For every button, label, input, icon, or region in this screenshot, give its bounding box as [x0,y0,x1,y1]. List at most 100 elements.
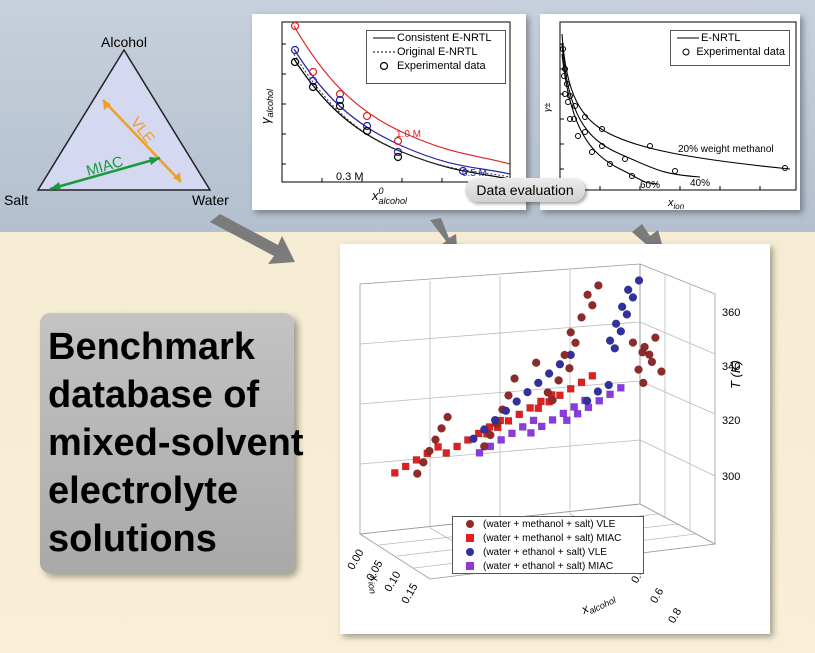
series-2-point-14 [512,397,521,406]
series-0-point-28 [639,378,648,388]
series-1-point-18 [588,372,597,380]
series-3-point-10 [538,422,546,431]
series-0-point-8 [554,376,563,385]
ytick-3: 0.15 [399,582,420,607]
series-2-point-0 [634,276,644,285]
series-0-point-5 [571,338,580,348]
miac-arrow [49,156,161,191]
series-1-point-15 [504,417,513,425]
series-2-point-3 [617,302,627,311]
series-0-point-24 [651,333,660,342]
series-0-point-1 [583,290,592,300]
series-0-point-16 [486,430,495,440]
ionic-chart-panel: 20% weight methanol 40% 60% γ± xion E-NR… [540,14,800,211]
curve-05m [293,48,511,175]
callout-title: Benchmark database of mixed-solvent elec… [48,326,304,560]
series-0-point-21 [425,446,434,456]
legend-methanol-miac: (water + methanol + salt) MIAC [453,531,643,545]
annotation-20pct: 20% weight methanol [678,144,774,155]
series-0-point-27 [634,365,643,374]
legend-methanol-vle: (water + methanol + salt) VLE [453,517,643,531]
scatter3d-chart: 3003203403600.20.40.60.80.000.050.100.15… [345,263,743,626]
ionic-legend: E-NRTL Experimental data [670,30,790,66]
curve-1m [293,25,511,165]
miac-arrowhead-start [50,182,61,190]
activity-data-points [290,21,468,176]
series-3-point-3 [497,436,505,444]
legend-enrtl: E-NRTL [677,32,741,44]
yaxis-label: xion [365,573,384,595]
activity-chart-panel: 1.0 M 0.5 M 0.3 M γalcohol x0 alcohol Con… [252,14,526,210]
series-0-point-12 [510,374,519,383]
series-1-point-2 [412,456,421,464]
series-1-point-9 [453,442,461,451]
ionic-chart-frame [559,21,797,191]
series-3-point-0 [529,416,538,425]
ternary-diagram: VLE MIAC Alcohol Salt Water [4,34,229,208]
series-0-point-6 [560,350,569,360]
xtick-2: 0.6 [648,586,666,605]
series-3-point-11 [527,429,535,437]
series-3-point-7 [570,403,578,411]
series-2-point-8 [610,344,620,353]
ionic-xlabel: xion [667,197,685,210]
flow-arrows [210,214,666,264]
ytick-2: 0.10 [382,570,403,595]
ionic-chart: 20% weight methanol 40% 60% γ± xion [542,21,797,211]
series-1-point-13 [526,404,534,412]
ztick-3: 360 [722,307,740,319]
legend-experimental: Experimental data [367,59,505,73]
series-0-point-4 [566,328,575,337]
series-1-point-23 [534,404,543,413]
series-0-point-10 [548,395,557,405]
series-1-point-10 [442,449,451,457]
series-2-point-12 [534,378,543,388]
series-0-point-20 [431,435,440,444]
vertex-alcohol: Alcohol [101,34,147,50]
series-0-point-32 [657,367,666,376]
legend-ionic-experimental: Experimental data [671,45,789,59]
series-2-point-19 [604,380,613,390]
scatter3d-points [391,276,666,478]
vle-arrowhead-end [173,172,181,182]
series-0-point-22 [419,458,428,467]
ztick-0: 300 [722,471,740,483]
series-1-point-12 [537,397,545,406]
series-0-point-17 [480,442,489,451]
series-0-point-26 [645,350,654,359]
series-2-point-7 [605,336,615,345]
series-0-point-7 [565,363,574,373]
series-0-point-2 [588,300,597,310]
series-2-point-15 [501,406,511,416]
series-1-point-21 [556,391,564,400]
activity-xlabel: x0 alcohol [371,186,408,206]
xtick-3: 0.8 [666,606,684,625]
series-2-point-10 [555,359,565,369]
series-0-point-18 [443,412,452,422]
series-3-point-17 [563,416,571,425]
zaxis-label: T (K) [728,360,743,389]
series-3-point-12 [617,384,625,392]
xaxis-label: xalcohol [578,589,618,619]
series-1-point-14 [515,410,524,419]
data-evaluation-label: Data evaluation [465,178,585,202]
miac-arrowhead-end [149,157,160,165]
series-1-point-20 [566,385,575,393]
series-1-point-0 [434,443,442,451]
series-0-point-31 [647,357,657,367]
series-2-point-13 [523,387,532,397]
series-1-point-3 [401,462,410,471]
ternary-triangle [36,48,212,191]
annotation-60pct: 60% [640,180,660,191]
scatter3d-panel: 3003203403600.20.40.60.80.000.050.100.15… [340,244,770,634]
series-0-point-19 [437,424,446,433]
activity-chart-frame [281,21,511,183]
arrow-from-triangle [210,214,295,264]
annotation-05m: 0.5 M [462,168,487,179]
series-3-point-5 [475,449,484,457]
series-3-point-8 [559,409,568,418]
legend-ethanol-miac: (water + ethanol + salt) MIAC [453,559,643,573]
legend-ethanol-vle: (water + ethanol + salt) VLE [453,545,643,559]
series-0-point-3 [577,313,586,322]
series-1-point-4 [391,469,399,477]
